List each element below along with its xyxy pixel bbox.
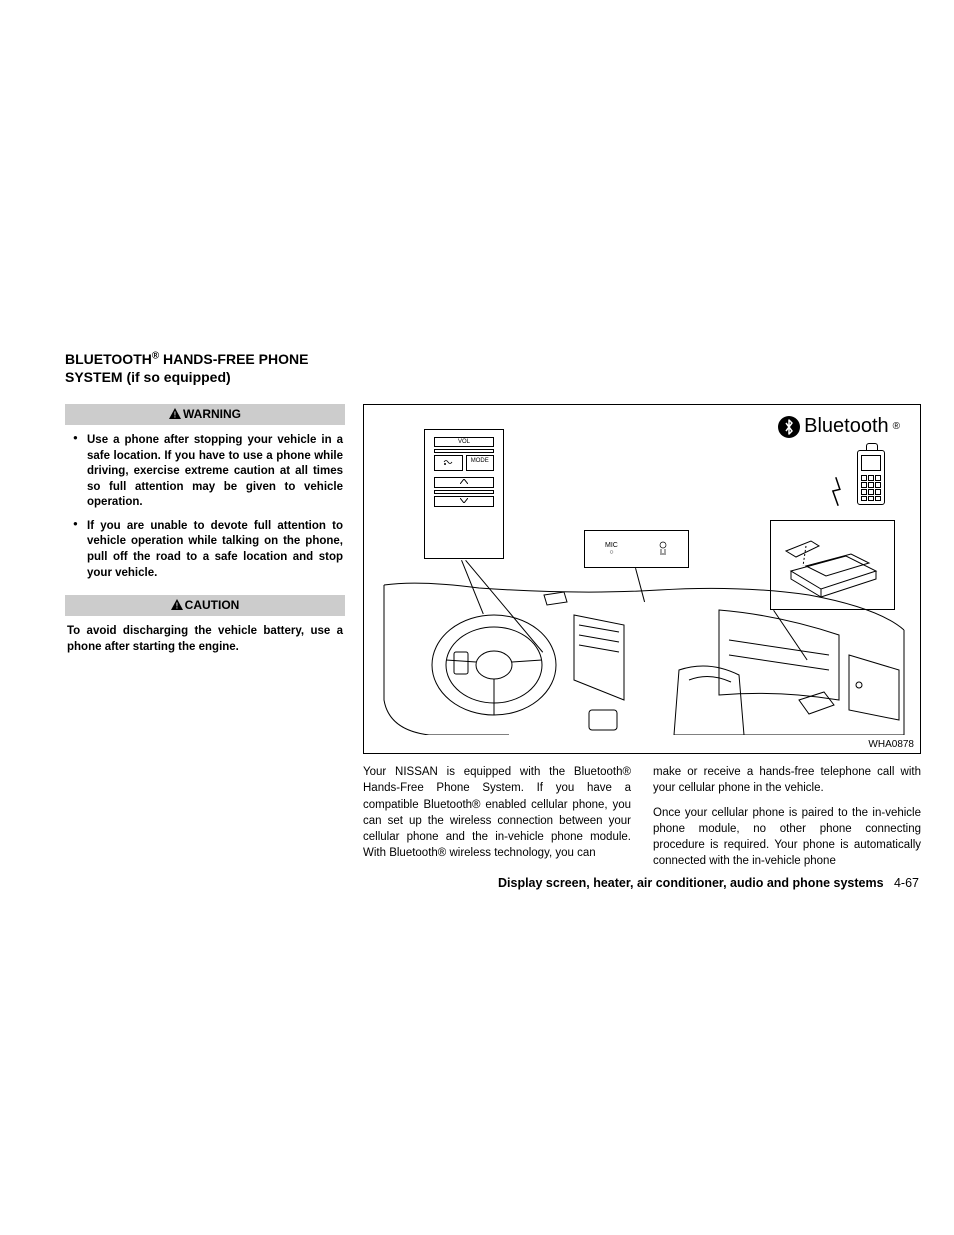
mic-callout: MIC ○ bbox=[584, 530, 689, 568]
footer-page-number: 4-67 bbox=[894, 876, 919, 890]
caution-header: ! CAUTION bbox=[65, 595, 345, 616]
figure-code: WHA0878 bbox=[868, 739, 914, 750]
section-title: BLUETOOTH® HANDS-FREE PHONE SYSTEM (if s… bbox=[65, 350, 345, 386]
title-reg: ® bbox=[152, 350, 159, 361]
dashboard-sketch bbox=[379, 580, 905, 735]
page-footer: Display screen, heater, air conditioner,… bbox=[498, 876, 919, 890]
manual-page: BLUETOOTH® HANDS-FREE PHONE SYSTEM (if s… bbox=[65, 350, 924, 877]
content-columns: ! WARNING Use a phone after stopping you… bbox=[65, 404, 924, 877]
mic-label: MIC bbox=[605, 542, 618, 549]
bluetooth-logo: Bluetooth ® bbox=[778, 415, 900, 438]
title-part-1a: BLUETOOTH bbox=[65, 351, 152, 367]
svg-text:!: ! bbox=[174, 411, 177, 420]
light-icon bbox=[658, 541, 668, 557]
caution-triangle-icon: ! bbox=[171, 599, 183, 613]
warning-header: ! WARNING bbox=[65, 404, 345, 425]
steering-controls-callout: VOL MODE bbox=[424, 429, 504, 559]
title-line-2: SYSTEM (if so equipped) bbox=[65, 369, 231, 385]
talk-icon bbox=[434, 455, 463, 471]
body-col-2: make or receive a hands-free telephone c… bbox=[653, 764, 921, 877]
vol-button-label: VOL bbox=[434, 437, 494, 447]
svg-text:!: ! bbox=[175, 602, 178, 611]
cellphone-icon bbox=[857, 450, 885, 505]
footer-section: Display screen, heater, air conditioner,… bbox=[498, 876, 884, 890]
body-col-1: Your NISSAN is equipped with the Bluetoo… bbox=[363, 764, 631, 877]
body-paragraph-3: Once your cellular phone is paired to th… bbox=[653, 805, 921, 869]
signal-wave-icon bbox=[823, 475, 854, 515]
body-text-columns: Your NISSAN is equipped with the Bluetoo… bbox=[363, 764, 921, 877]
figure-diagram: Bluetooth ® VOL MODE bbox=[363, 404, 921, 754]
left-column: ! WARNING Use a phone after stopping you… bbox=[65, 404, 345, 877]
warning-item-1: Use a phone after stopping your vehicle … bbox=[73, 433, 343, 511]
warning-triangle-icon: ! bbox=[169, 408, 181, 422]
warning-item-2: If you are unable to devote full attenti… bbox=[73, 519, 343, 581]
bluetooth-reg: ® bbox=[893, 421, 900, 432]
right-column: Bluetooth ® VOL MODE bbox=[363, 404, 924, 877]
body-paragraph-2: make or receive a hands-free telephone c… bbox=[653, 764, 921, 796]
title-part-1b: HANDS-FREE PHONE bbox=[159, 351, 308, 367]
bluetooth-icon bbox=[778, 416, 800, 438]
caution-label: CAUTION bbox=[185, 598, 240, 612]
mode-button-label: MODE bbox=[466, 455, 495, 471]
warning-list: Use a phone after stopping your vehicle … bbox=[65, 433, 345, 581]
body-paragraph-1: Your NISSAN is equipped with the Bluetoo… bbox=[363, 764, 631, 861]
bluetooth-text: Bluetooth bbox=[804, 415, 889, 438]
caution-text: To avoid discharging the vehicle battery… bbox=[65, 624, 345, 655]
warning-label: WARNING bbox=[183, 407, 241, 421]
